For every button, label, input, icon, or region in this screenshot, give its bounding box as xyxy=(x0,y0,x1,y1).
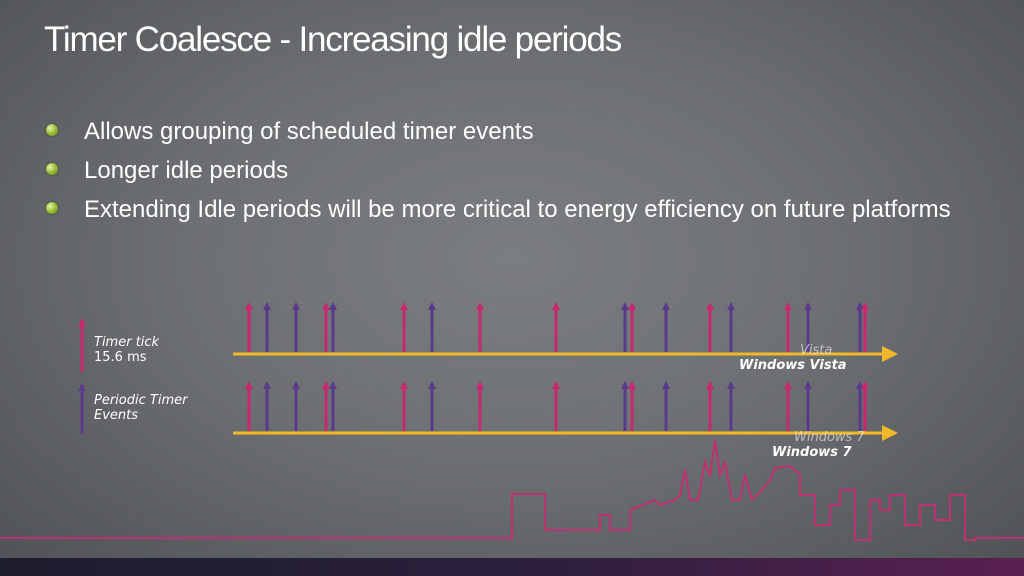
legend-tick: Timer tick 15.6 ms xyxy=(94,335,159,365)
timer-event-arrowhead xyxy=(292,302,300,310)
timer-event-arrowhead xyxy=(804,302,812,310)
timer-event-arrowhead xyxy=(662,302,670,310)
bullet-item: Longer idle periods xyxy=(44,155,1004,186)
timer-tick-arrowhead xyxy=(552,381,560,389)
timer-tick-arrowhead xyxy=(476,381,484,389)
slide-title: Timer Coalesce - Increasing idle periods xyxy=(44,20,622,59)
timer-event-arrowhead xyxy=(428,302,436,310)
timer-tick-arrowhead xyxy=(322,381,330,389)
bullet-text: Allows grouping of scheduled timer event… xyxy=(84,118,534,145)
timer-tick-arrowhead xyxy=(245,302,253,310)
legend-event-label-line2: Events xyxy=(94,408,139,423)
legend-tick-arrowhead xyxy=(78,318,86,326)
timer-tick-arrowhead xyxy=(476,302,484,310)
timer-tick-arrowhead xyxy=(706,381,714,389)
timer-tick-arrowhead xyxy=(706,302,714,310)
timer-event-arrowhead xyxy=(263,381,271,389)
bullet-item: Allows grouping of scheduled timer event… xyxy=(44,116,1004,147)
skyline-decoration xyxy=(0,439,1024,541)
timer-tick-arrowhead xyxy=(628,381,636,389)
legend-event: Periodic Timer Events xyxy=(94,393,187,423)
bullet-text: Longer idle periods xyxy=(84,157,289,184)
vista-timeline xyxy=(233,346,898,362)
vista-ghost-label: Vista xyxy=(800,343,833,358)
timer-tick-arrowhead xyxy=(784,302,792,310)
timer-event-arrowhead xyxy=(662,381,670,389)
timer-event-arrowhead xyxy=(292,381,300,389)
timer-tick-arrowhead xyxy=(552,302,560,310)
timer-tick-arrowhead xyxy=(245,381,253,389)
legend-event-label-line1: Periodic Timer xyxy=(94,393,188,408)
bullet-dot-icon xyxy=(46,163,58,175)
legend-tick-label: Timer tick xyxy=(94,335,160,350)
timer-event-arrowhead xyxy=(428,381,436,389)
timer-tick-arrowhead xyxy=(861,381,869,389)
timer-event-arrowhead xyxy=(727,381,735,389)
footer-bar xyxy=(0,558,1024,576)
timer-tick-arrowhead xyxy=(628,302,636,310)
bullet-dot-icon xyxy=(46,124,58,136)
win7-ghost-label: Windows 7 xyxy=(794,430,865,445)
timer-tick-arrowhead xyxy=(861,302,869,310)
timer-event-arrowhead xyxy=(727,302,735,310)
timer-event-arrowhead xyxy=(804,381,812,389)
bullet-list: Allows grouping of scheduled timer event… xyxy=(44,116,1004,233)
timer-event-arrowhead xyxy=(263,302,271,310)
timer-tick-arrowhead xyxy=(400,381,408,389)
timer-event-arrowhead xyxy=(329,381,337,389)
bullet-text: Extending Idle periods will be more crit… xyxy=(84,196,951,223)
win7-timer-arrows xyxy=(245,381,869,431)
timer-tick-arrowhead xyxy=(784,381,792,389)
timer-event-arrowhead xyxy=(621,302,629,310)
timer-event-arrowhead xyxy=(329,302,337,310)
bullet-item: Extending Idle periods will be more crit… xyxy=(44,194,1004,225)
timer-tick-arrowhead xyxy=(400,302,408,310)
timer-tick-arrowhead xyxy=(322,302,330,310)
timer-event-arrowhead xyxy=(621,381,629,389)
win7-track-label: Windows 7 xyxy=(772,445,852,460)
win7-timeline xyxy=(233,425,898,441)
bullet-dot-icon xyxy=(46,202,58,214)
legend-event-arrowhead xyxy=(78,383,86,391)
vista-timer-arrows xyxy=(245,302,869,352)
legend-tick-value: 15.6 ms xyxy=(94,350,147,365)
vista-track-label: Windows Vista xyxy=(739,358,847,373)
